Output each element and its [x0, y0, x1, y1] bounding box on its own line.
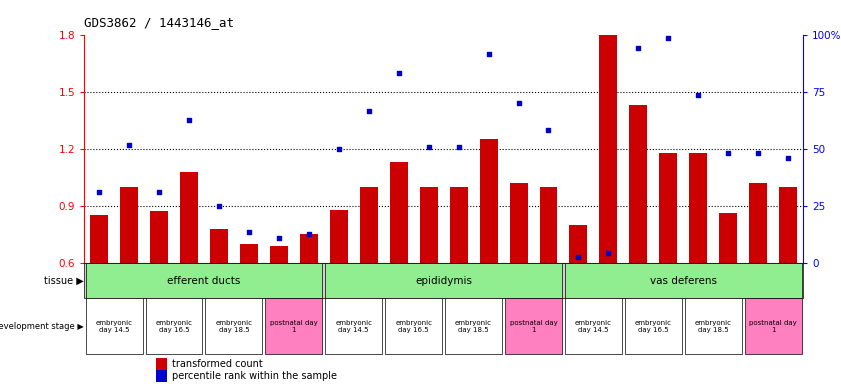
Point — [781, 155, 795, 161]
Bar — [240, 244, 258, 263]
Bar — [266, 298, 322, 354]
Bar — [510, 183, 527, 263]
Bar — [330, 210, 348, 263]
Point — [601, 250, 615, 257]
Text: development stage ▶: development stage ▶ — [0, 322, 83, 331]
Point — [512, 100, 526, 106]
Text: embryonic
day 18.5: embryonic day 18.5 — [455, 320, 492, 333]
Bar — [745, 298, 801, 354]
Bar — [659, 152, 677, 263]
Text: embryonic
day 16.5: embryonic day 16.5 — [635, 320, 672, 333]
Bar — [505, 298, 562, 354]
Bar — [205, 298, 262, 354]
Bar — [86, 263, 322, 298]
Point — [242, 229, 256, 235]
Bar — [210, 228, 228, 263]
Text: transformed count: transformed count — [172, 359, 262, 369]
Point — [542, 127, 555, 133]
Point — [691, 93, 705, 99]
Point — [93, 189, 106, 195]
Bar — [270, 246, 288, 263]
Bar — [145, 298, 203, 354]
Bar — [90, 215, 108, 263]
Bar — [420, 187, 437, 263]
Point — [662, 35, 675, 41]
Bar — [156, 370, 167, 382]
Text: embryonic
day 16.5: embryonic day 16.5 — [156, 320, 193, 333]
Bar — [779, 187, 797, 263]
Text: vas deferens: vas deferens — [650, 276, 717, 286]
Point — [122, 142, 135, 148]
Bar — [360, 187, 378, 263]
Bar — [86, 298, 142, 354]
Point — [302, 231, 315, 237]
Bar — [749, 183, 767, 263]
Point — [182, 117, 196, 123]
Bar — [565, 298, 621, 354]
Point — [362, 108, 375, 114]
Text: postnatal day
1: postnatal day 1 — [510, 320, 558, 333]
Point — [272, 235, 286, 241]
Point — [632, 45, 645, 51]
Bar — [565, 263, 801, 298]
Point — [422, 144, 436, 150]
Bar — [120, 187, 138, 263]
Bar — [569, 225, 587, 263]
Text: GDS3862 / 1443146_at: GDS3862 / 1443146_at — [84, 16, 234, 29]
Bar — [445, 298, 502, 354]
Bar — [685, 298, 742, 354]
Point — [212, 203, 225, 209]
Point — [332, 146, 346, 152]
Point — [572, 254, 585, 260]
Text: postnatal day
1: postnatal day 1 — [270, 320, 318, 333]
Point — [722, 149, 735, 156]
Text: tissue ▶: tissue ▶ — [44, 276, 83, 286]
Point — [452, 144, 465, 150]
Bar — [690, 152, 707, 263]
Bar — [156, 358, 167, 369]
Bar — [150, 212, 168, 263]
Bar — [625, 298, 682, 354]
Text: embryonic
day 18.5: embryonic day 18.5 — [695, 320, 732, 333]
Bar — [299, 234, 318, 263]
Bar — [180, 172, 198, 263]
Bar — [325, 298, 382, 354]
Text: embryonic
day 18.5: embryonic day 18.5 — [215, 320, 252, 333]
Text: efferent ducts: efferent ducts — [167, 276, 241, 286]
Bar — [325, 263, 562, 298]
Bar — [719, 214, 738, 263]
Bar — [450, 187, 468, 263]
Text: embryonic
day 16.5: embryonic day 16.5 — [395, 320, 432, 333]
Text: epididymis: epididymis — [415, 276, 472, 286]
Bar — [479, 139, 498, 263]
Text: embryonic
day 14.5: embryonic day 14.5 — [96, 320, 133, 333]
Point — [152, 189, 166, 195]
Bar — [389, 162, 408, 263]
Bar — [600, 35, 617, 263]
Bar — [539, 187, 558, 263]
Text: embryonic
day 14.5: embryonic day 14.5 — [336, 320, 373, 333]
Point — [482, 51, 495, 57]
Point — [392, 70, 405, 76]
Text: embryonic
day 14.5: embryonic day 14.5 — [575, 320, 612, 333]
Point — [752, 149, 765, 156]
Text: percentile rank within the sample: percentile rank within the sample — [172, 371, 337, 381]
Bar — [385, 298, 442, 354]
Text: postnatal day
1: postnatal day 1 — [749, 320, 797, 333]
Bar — [629, 105, 648, 263]
